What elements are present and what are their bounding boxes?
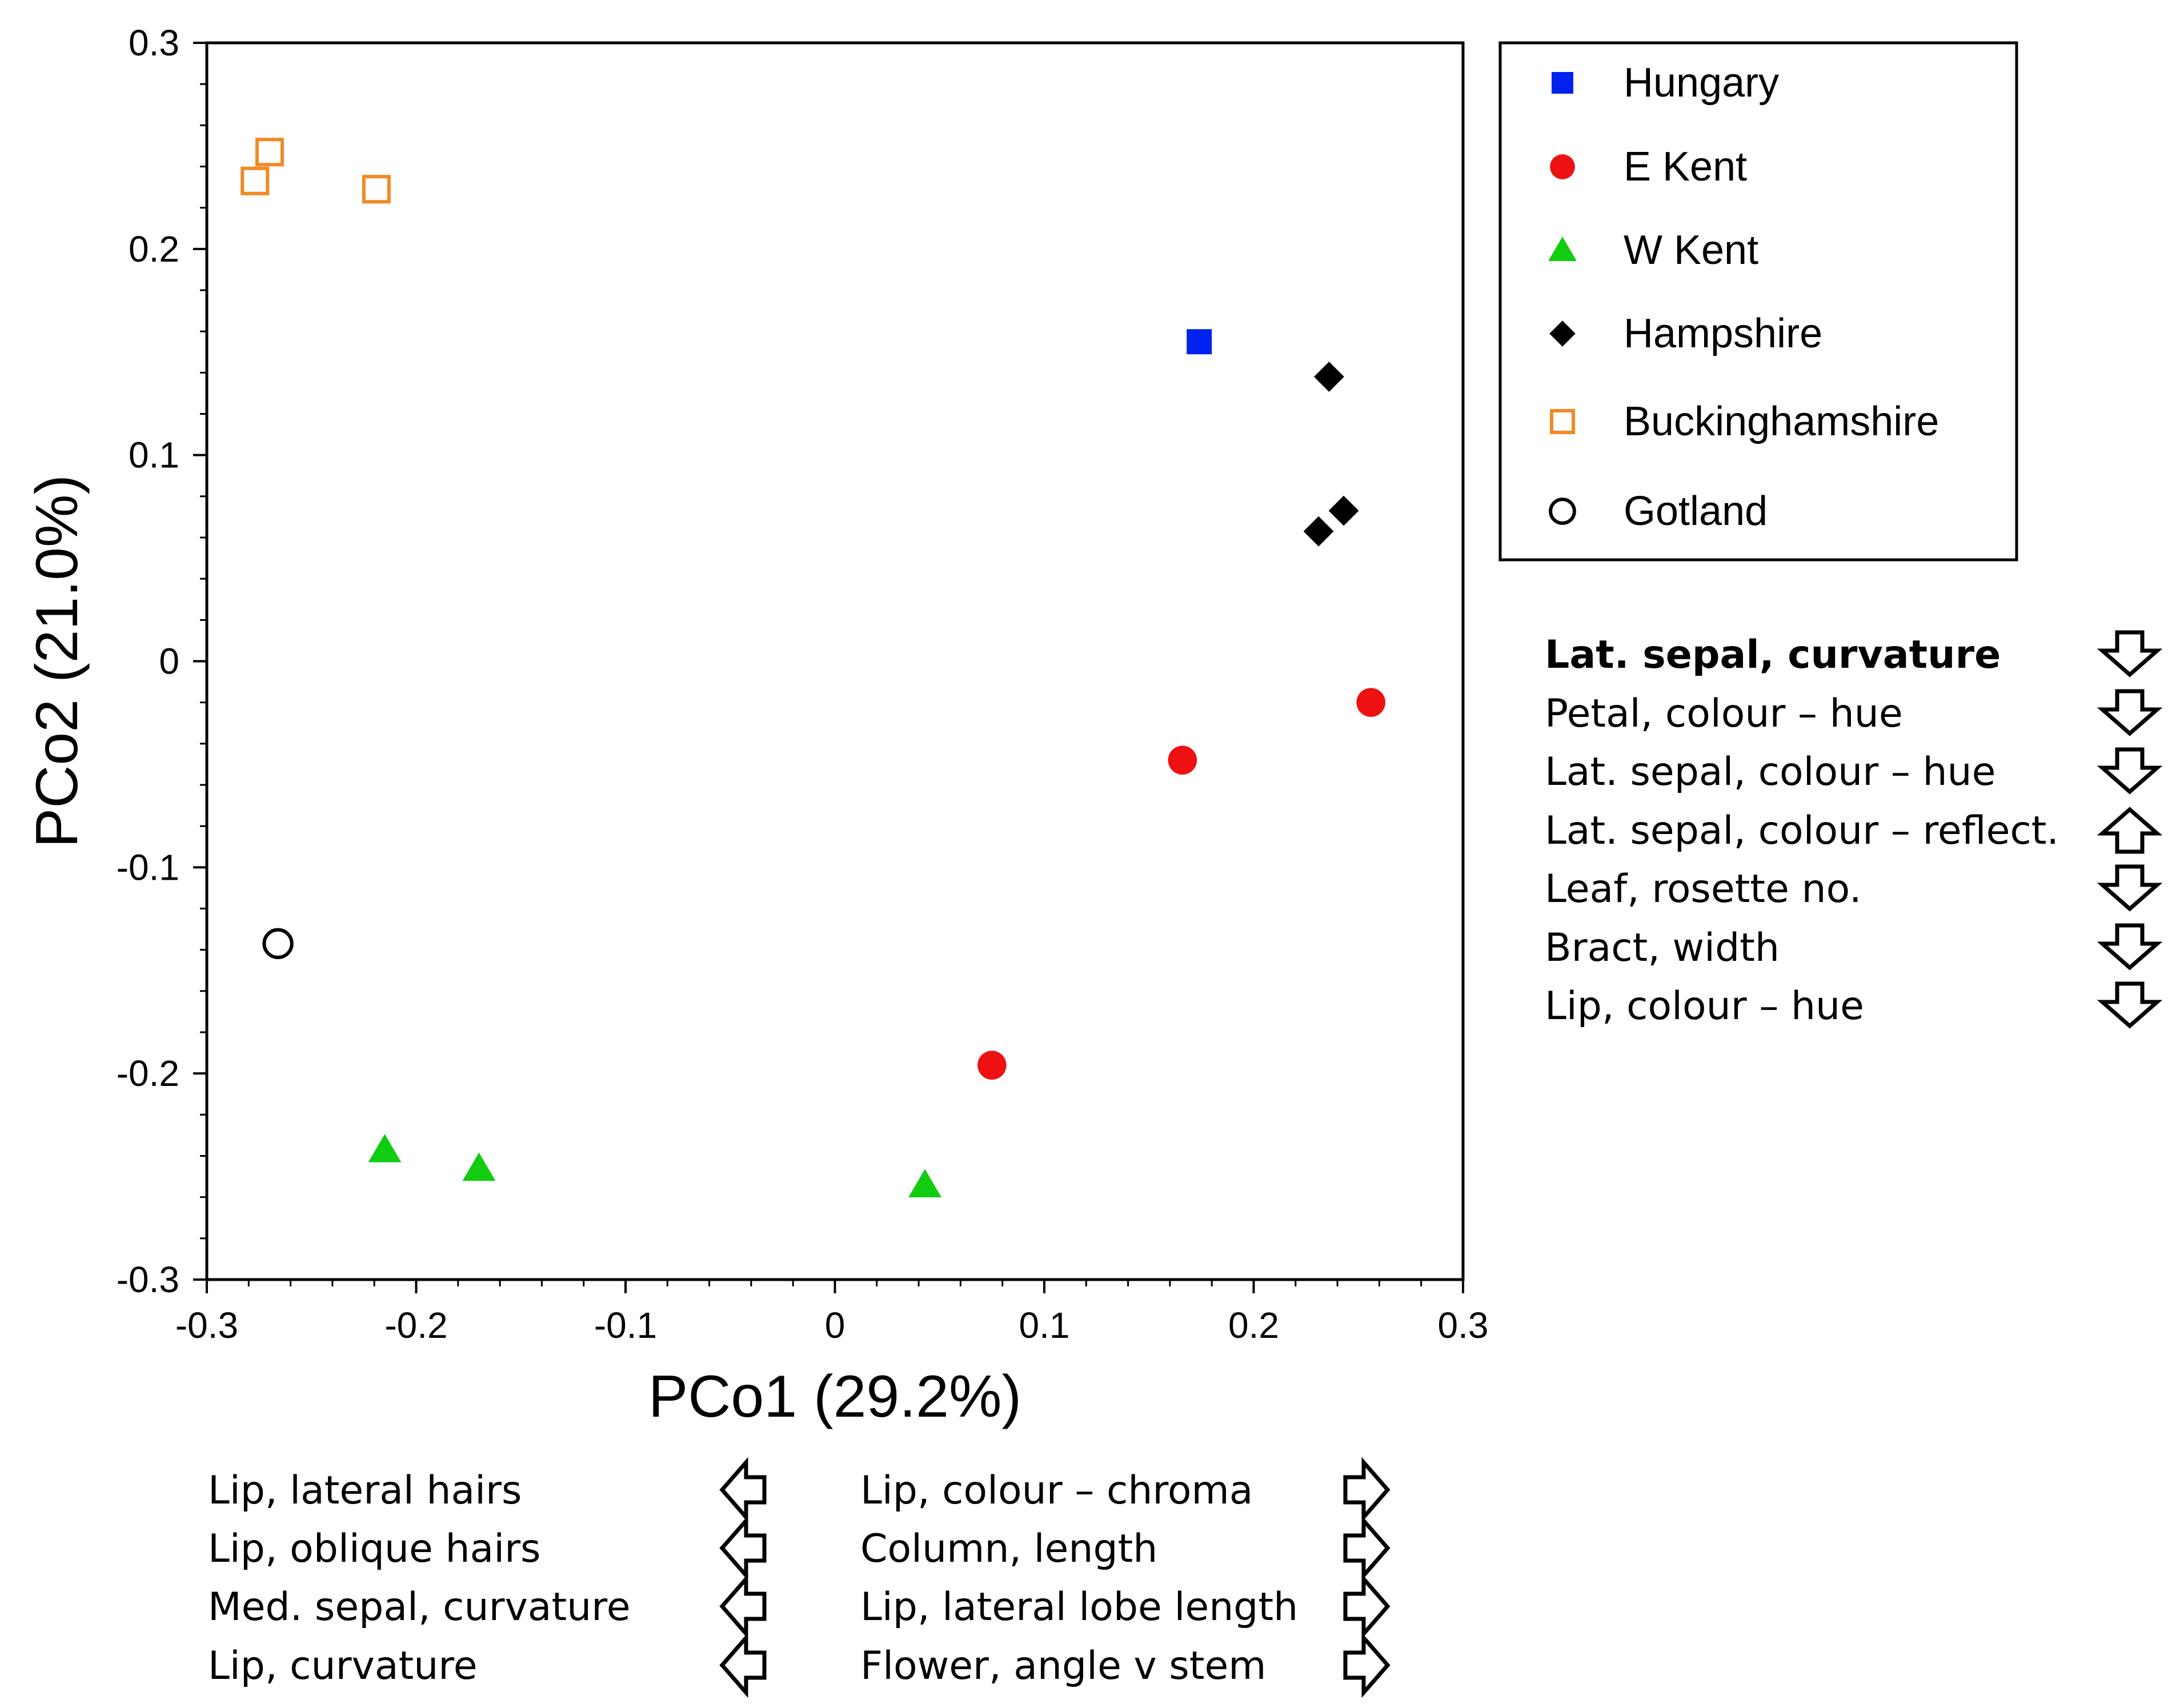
data-point [462, 1152, 496, 1181]
x-tick-label: 0 [825, 1305, 845, 1346]
legend-label: Buckinghamshire [1624, 399, 1939, 444]
pco2-trait-label: Lip, colour – hue [1545, 984, 1864, 1029]
legend: Hungary E Kent W Kent Hampshire Buckinghamsh… [1498, 41, 2018, 562]
data-point [1168, 745, 1197, 775]
x-axis-title: PCo1 (29.2%) [648, 1364, 1021, 1430]
pco2-trait-label: Petal, colour – hue [1545, 691, 1903, 736]
x-tick-label: -0.3 [175, 1305, 238, 1346]
data-point [1356, 688, 1386, 717]
data-point [262, 928, 294, 960]
pco1-trait-arrow-left [719, 1573, 767, 1639]
pco2-trait-label: Lat. sepal, colour – reflect. [1545, 808, 2059, 853]
trait-annotations: Lat. sepal, curvature Petal, colour – hue… [208, 630, 2163, 1698]
legend-frame [1498, 41, 2018, 562]
plot-area: -0.3 -0.2 -0.1 0 0.1 0.2 0.3 -0.3 -0.2 -0.1 0 0.1 0.… [24, 22, 1488, 1430]
pco1-negative-trait-label: Lip, curvature [208, 1643, 478, 1689]
pco1-trait-arrow-right [1343, 1573, 1390, 1639]
series-gotland [262, 928, 294, 960]
y-tick-label: -0.2 [117, 1053, 179, 1094]
x-tick-label: 0.3 [1438, 1305, 1489, 1346]
pco2-trait-arrow-down [2097, 923, 2163, 971]
y-axis-title: PCo2 (21.0%) [24, 475, 90, 848]
pco1-trait-arrow-left [719, 1632, 767, 1698]
legend-marker [1550, 409, 1575, 434]
y-tick-label: 0 [159, 641, 179, 682]
legend-label: W Kent [1624, 227, 1758, 273]
series-hungary [1187, 329, 1212, 355]
legend-marker [1549, 320, 1576, 347]
pco1-negative-trait-label: Lip, oblique hairs [208, 1526, 540, 1571]
series-w-kent [368, 1134, 941, 1198]
legend-marker [1550, 154, 1575, 179]
y-tick-label: -0.3 [117, 1259, 179, 1300]
pco2-trait-arrow-down [2097, 981, 2163, 1029]
y-tick-label: 0.3 [129, 22, 179, 63]
x-tick-label: 0.1 [1019, 1305, 1070, 1346]
legend-marker [1548, 236, 1577, 261]
y-tick-label: 0.1 [129, 435, 179, 476]
pco1-trait-arrow-left [719, 1457, 767, 1523]
pco2-trait-label: Lat. sepal, curvature [1545, 632, 2001, 677]
series-hampshire [1303, 362, 1359, 547]
plot-frame [205, 41, 1465, 1281]
pco1-trait-arrow-right [1343, 1457, 1390, 1523]
pco1-trait-arrow-left [719, 1515, 767, 1581]
series-e-kent [977, 688, 1386, 1080]
pco2-trait-label: Bract, width [1545, 925, 1780, 971]
data-point [977, 1051, 1007, 1080]
data-point [1314, 362, 1344, 392]
pco1-positive-trait-label: Flower, angle v stem [860, 1643, 1267, 1689]
legend-label: E Kent [1624, 144, 1747, 190]
series-buckinghamshire [241, 138, 391, 204]
data-point [1303, 516, 1334, 547]
pco2-trait-arrow-down [2097, 689, 2163, 736]
pco1-trait-arrow-right [1343, 1515, 1390, 1581]
x-tick-label: -0.2 [384, 1305, 447, 1346]
pco2-trait-arrow-down [2097, 747, 2163, 795]
pco2-trait-arrow-up [2097, 807, 2163, 854]
y-tick-label: -0.1 [117, 847, 179, 888]
legend-label: Hungary [1624, 60, 1779, 106]
pco2-trait-label: Lat. sepal, colour – hue [1545, 749, 1995, 795]
pco1-positive-trait-label: Lip, lateral lobe length [860, 1585, 1298, 1630]
legend-marker [1549, 498, 1576, 525]
data-point [1328, 495, 1359, 526]
x-tick-label: -0.1 [594, 1305, 657, 1346]
pco1-negative-trait-label: Lip, lateral hairs [208, 1468, 522, 1513]
x-tick-label: 0.2 [1228, 1305, 1279, 1346]
data-point [1187, 329, 1212, 355]
legend-label: Hampshire [1624, 311, 1822, 356]
legend-label: Gotland [1624, 488, 1768, 534]
pco1-positive-trait-label: Lip, colour – chroma [860, 1468, 1253, 1513]
data-point [368, 1134, 402, 1162]
data-point [908, 1169, 941, 1198]
pco2-trait-arrow-down [2097, 630, 2163, 677]
pco1-positive-trait-label: Column, length [860, 1526, 1157, 1571]
pco2-trait-label: Leaf, rosette no. [1545, 867, 1862, 912]
data-point [255, 138, 284, 167]
y-tick-label: 0.2 [129, 228, 179, 270]
legend-marker [1552, 72, 1573, 94]
data-point [362, 175, 391, 204]
pco2-trait-arrow-down [2097, 864, 2163, 912]
data-point [241, 166, 270, 195]
pco1-trait-arrow-right [1343, 1632, 1390, 1698]
pco1-negative-trait-label: Med. sepal, curvature [208, 1585, 631, 1630]
